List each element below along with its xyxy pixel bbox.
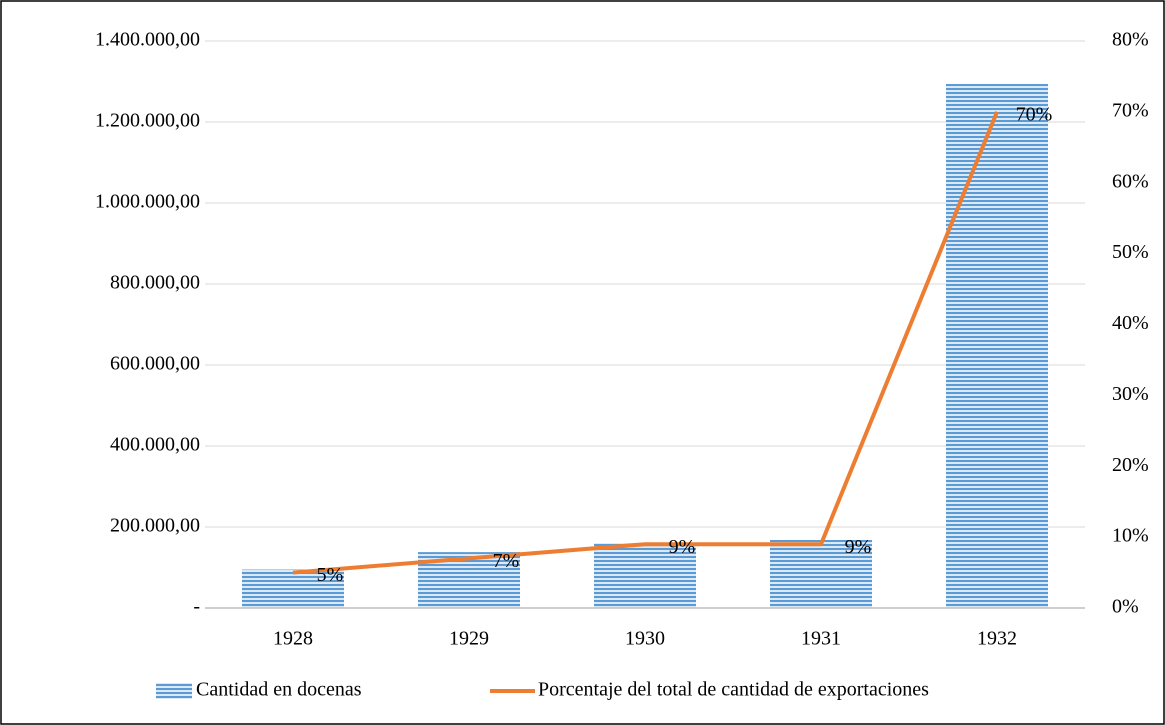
x-tick-label: 1930 [625, 628, 665, 650]
y-tick-label: 800.000,00 [110, 272, 200, 294]
bar [594, 543, 696, 608]
y-tick-label: 1.200.000,00 [95, 110, 200, 132]
x-tick-label: 1928 [273, 628, 313, 650]
bar [946, 83, 1048, 609]
y-tick-label: 600.000,00 [110, 353, 200, 375]
y-tick-label: 200.000,00 [110, 515, 200, 537]
y2-tick-label: 30% [1112, 383, 1149, 405]
y2-tick-label: 0% [1112, 596, 1139, 618]
y2-tick-label: 80% [1112, 29, 1149, 51]
y2-tick-label: 20% [1112, 454, 1149, 476]
x-tick-label: 1929 [449, 628, 489, 650]
legend-swatch [156, 683, 192, 699]
data-label: 5% [317, 564, 344, 586]
y-tick-label: 400.000,00 [110, 434, 200, 456]
bar [770, 539, 872, 608]
y-tick-label: - [193, 596, 200, 618]
y-tick-label: 1.000.000,00 [95, 191, 200, 213]
x-tick-label: 1932 [977, 628, 1017, 650]
data-label: 70% [1016, 103, 1053, 125]
y2-tick-label: 50% [1112, 241, 1149, 263]
y2-tick-label: 40% [1112, 312, 1149, 334]
y2-tick-label: 70% [1112, 99, 1149, 121]
bar [242, 569, 344, 608]
x-tick-label: 1931 [801, 628, 841, 650]
data-label: 7% [493, 550, 520, 572]
y2-tick-label: 10% [1112, 525, 1149, 547]
y-tick-label: 1.400.000,00 [95, 29, 200, 51]
line [292, 111, 999, 575]
legend-label: Cantidad en docenas [196, 679, 362, 701]
legend-label: Porcentaje del total de cantidad de expo… [538, 679, 929, 701]
data-label: 9% [669, 536, 696, 558]
y2-tick-label: 60% [1112, 170, 1149, 192]
data-label: 9% [845, 536, 872, 558]
